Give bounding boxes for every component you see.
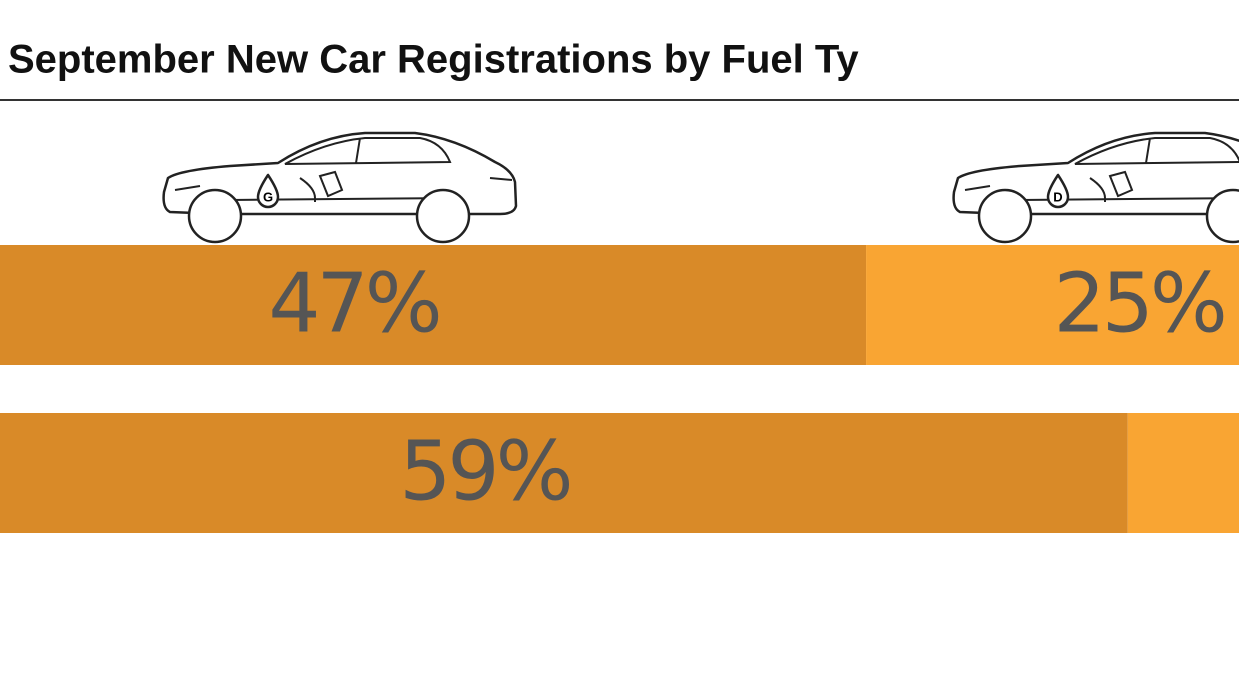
value-label: 59%: [399, 424, 569, 519]
value-label: 25%: [1054, 256, 1224, 351]
bar-segment: [0, 413, 1128, 533]
bar-segment: [0, 245, 867, 365]
car-icon: D: [952, 131, 1239, 244]
chart-title: September New Car Registrations by Fuel …: [8, 38, 859, 82]
value-label: 47%: [268, 256, 438, 351]
car-letter: G: [263, 189, 273, 204]
car-letter: D: [1053, 189, 1062, 204]
bar-segment: [1127, 413, 1239, 533]
bar-segment: [866, 245, 1239, 365]
car-icon: G: [162, 131, 518, 244]
